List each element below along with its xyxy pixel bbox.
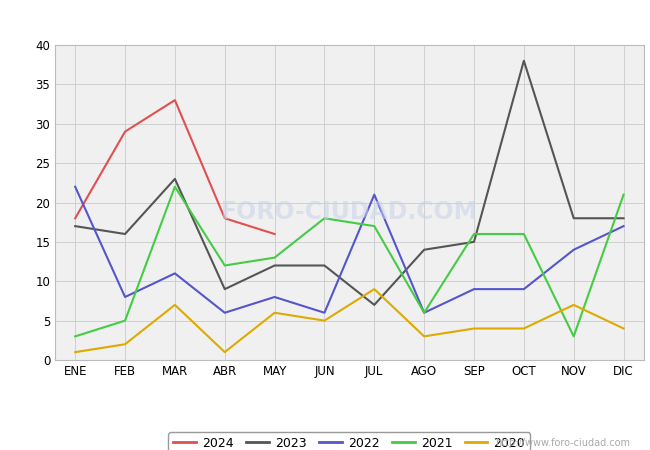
Legend: 2024, 2023, 2022, 2021, 2020: 2024, 2023, 2022, 2021, 2020: [168, 432, 530, 450]
Text: Matriculaciones de Vehiculos en Llers: Matriculaciones de Vehiculos en Llers: [161, 11, 489, 29]
Text: http://www.foro-ciudad.com: http://www.foro-ciudad.com: [495, 438, 630, 448]
Text: FORO-CIUDAD.COM: FORO-CIUDAD.COM: [221, 200, 478, 224]
